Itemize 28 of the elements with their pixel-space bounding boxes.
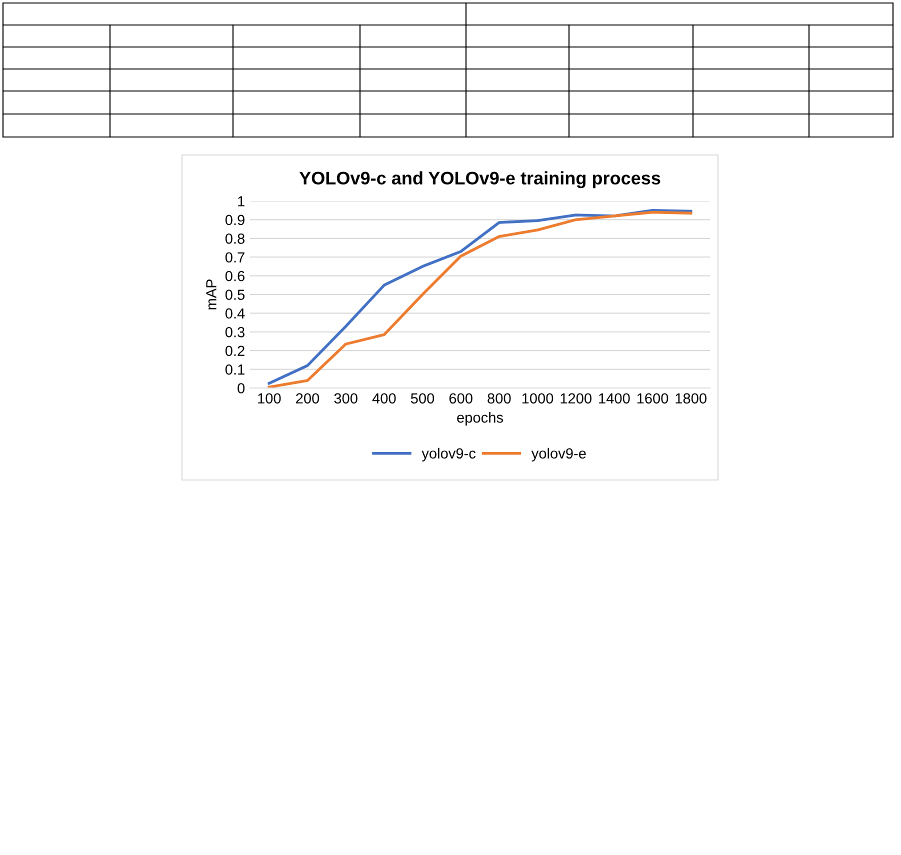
y-tick-label: 0.1 bbox=[225, 364, 244, 375]
x-axis-title: epochs bbox=[457, 412, 503, 426]
chart-title: YOLOv9-c and YOLOv9-e training process bbox=[299, 171, 660, 188]
y-axis-title: mAP bbox=[206, 279, 216, 310]
x-tick-label: 1400 bbox=[599, 393, 630, 404]
y-tick-label: 0 bbox=[238, 383, 245, 394]
x-tick-label: 600 bbox=[449, 393, 472, 404]
legend-label: yolov9-c bbox=[422, 448, 476, 462]
y-tick-label: 0.6 bbox=[225, 270, 244, 282]
x-tick-label: 1000 bbox=[522, 393, 554, 404]
x-tick-label: 1800 bbox=[676, 393, 706, 404]
y-tick-label: 0.8 bbox=[225, 234, 245, 244]
x-tick-label: 300 bbox=[334, 393, 358, 404]
x-tick-label: 1200 bbox=[560, 393, 592, 404]
y-tick-label: 0.7 bbox=[225, 252, 244, 263]
x-tick-label: 200 bbox=[296, 393, 320, 404]
y-tick-label: 0.2 bbox=[225, 346, 244, 356]
x-tick-label: 100 bbox=[258, 393, 281, 404]
x-tick-label: 500 bbox=[410, 393, 434, 404]
y-tick-label: 0.4 bbox=[225, 308, 245, 319]
x-tick-label: 800 bbox=[488, 393, 511, 404]
y-tick-label: 1 bbox=[238, 196, 244, 206]
y-tick-label: 0.5 bbox=[225, 290, 245, 300]
y-tick-label: 0.9 bbox=[225, 214, 244, 226]
x-tick-label: 1600 bbox=[637, 393, 668, 404]
y-tick-label: 0.3 bbox=[225, 327, 244, 338]
x-tick-label: 400 bbox=[372, 393, 396, 404]
legend-label: yolov9-e bbox=[531, 448, 586, 462]
